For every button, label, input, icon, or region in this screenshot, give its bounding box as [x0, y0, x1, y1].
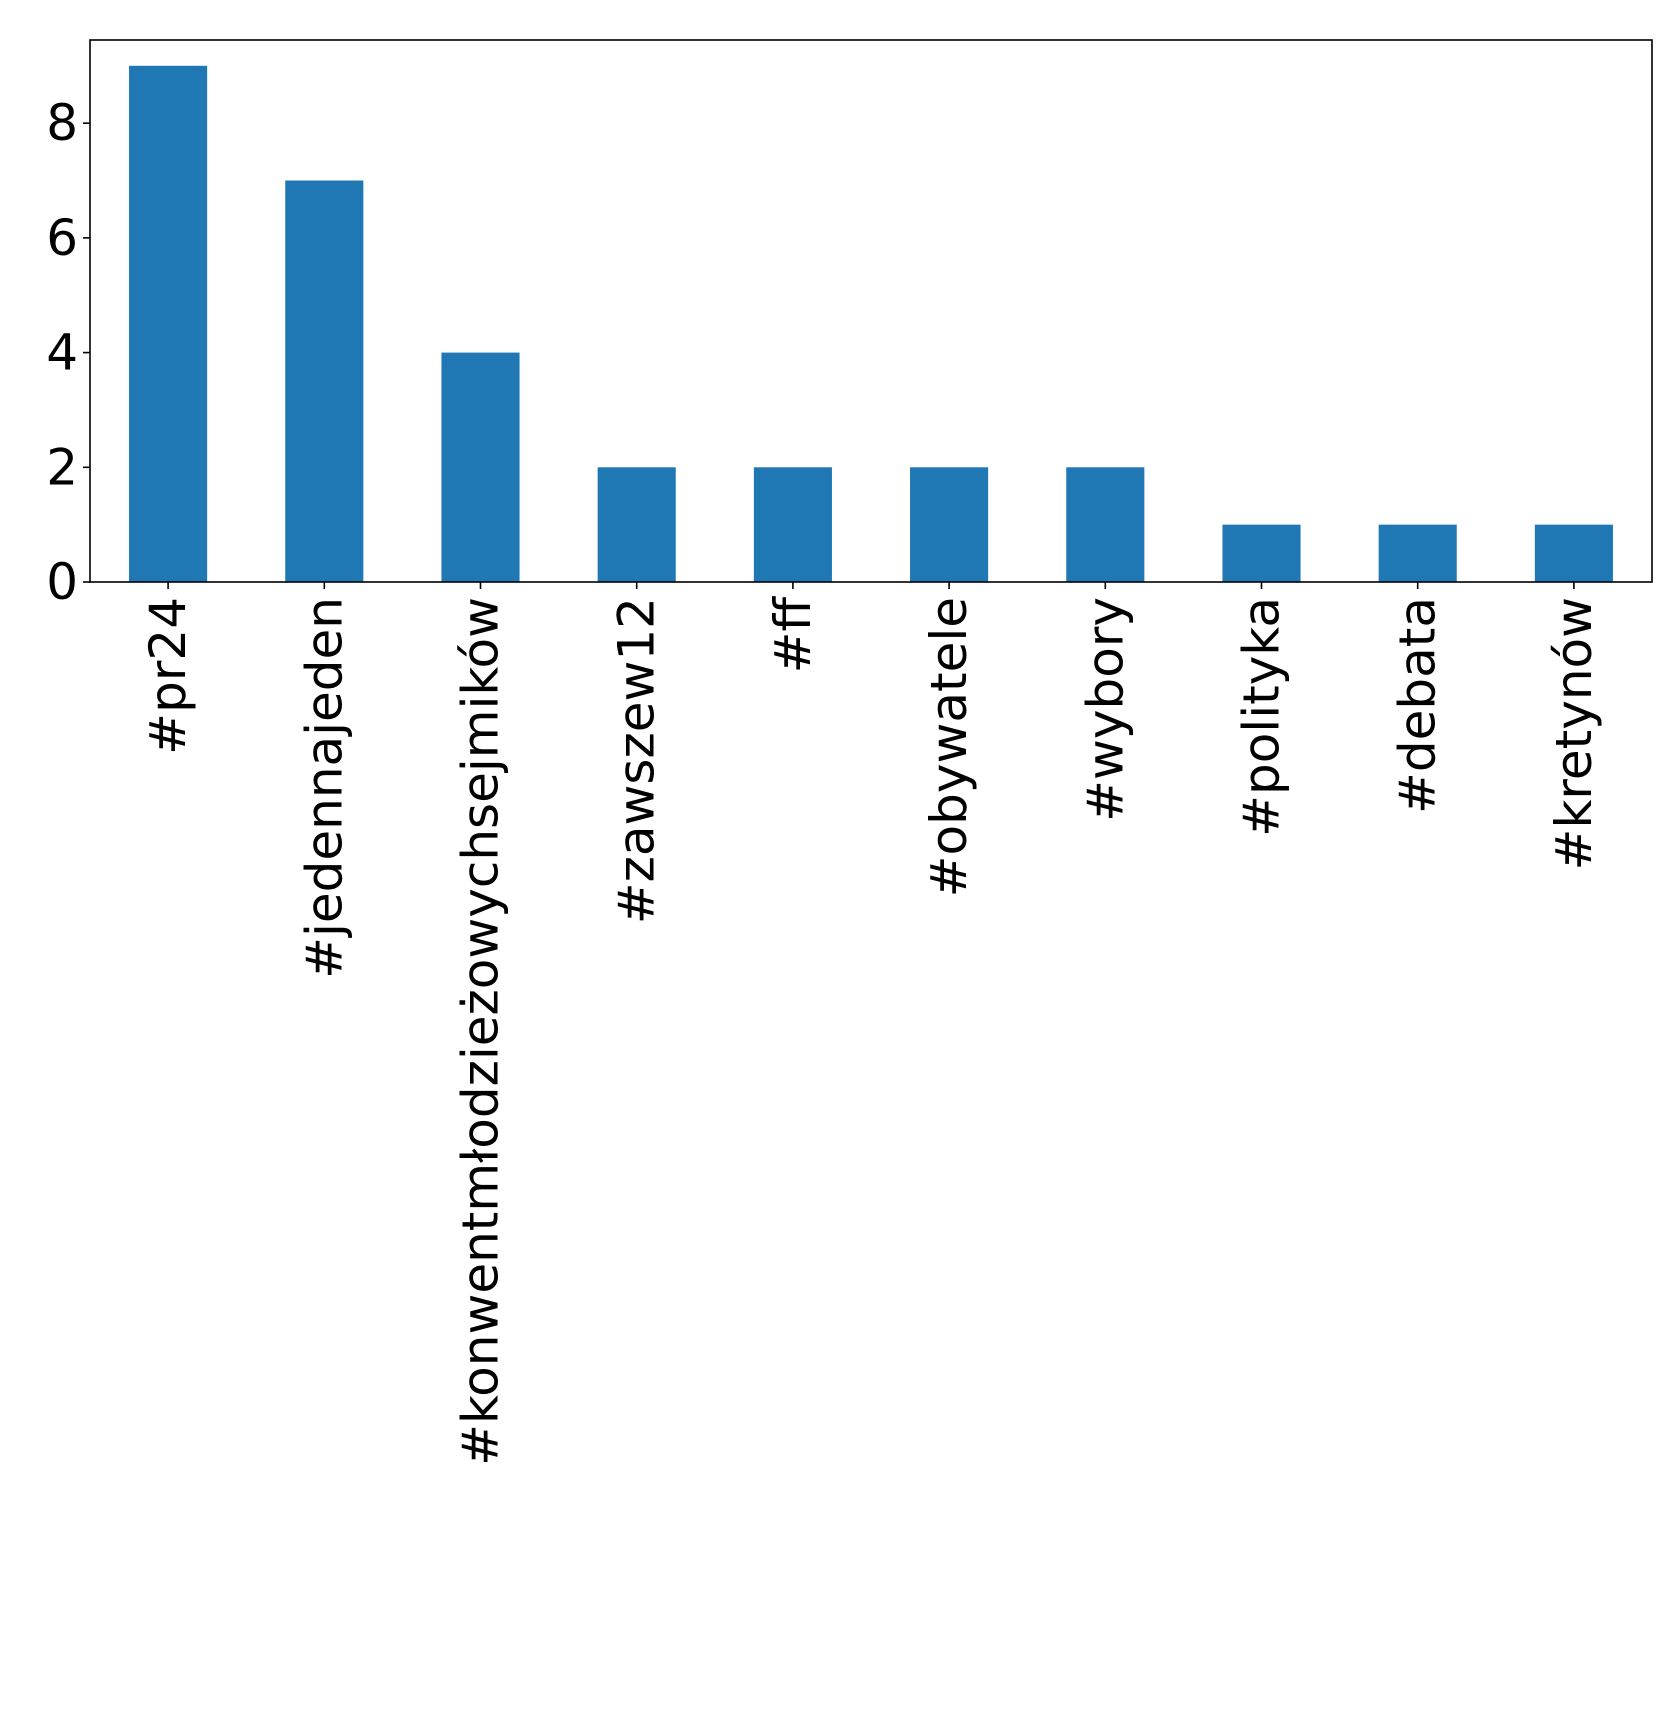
y-tick-label-4: 8	[46, 94, 78, 152]
bar-3	[597, 467, 676, 582]
y-axis: 0 2 4 6 8	[46, 94, 90, 611]
x-tick-label-3: #zawszew12	[608, 597, 666, 924]
x-tick-label-4: #ff	[764, 595, 822, 673]
bar-5	[910, 467, 989, 582]
x-tick-label-8: #debata	[1389, 597, 1447, 814]
x-tick-label-9: #kretynów	[1545, 597, 1603, 870]
bar-2	[441, 352, 520, 582]
x-axis: #pr24 #jedennajeden #konwentmłodzieżowychs…	[139, 582, 1603, 1466]
bar-8	[1378, 524, 1457, 582]
bar-6	[1066, 467, 1145, 582]
y-tick-label-0: 0	[46, 553, 78, 611]
bar-1	[285, 180, 364, 582]
y-tick-label-3: 6	[46, 209, 78, 267]
plot-frame	[89, 39, 1653, 583]
x-tick-label-2: #konwentmłodzieżowychsejmików	[452, 597, 510, 1466]
x-tick-label-1: #jedennajeden	[295, 597, 353, 979]
y-tick-label-1: 2	[46, 438, 78, 496]
x-tick-label-0: #pr24	[139, 597, 197, 755]
bar-4	[753, 467, 832, 582]
bars-group	[129, 65, 1613, 583]
bar-9	[1534, 524, 1613, 582]
x-tick-label-5: #obywatele	[920, 597, 978, 897]
bar-7	[1222, 524, 1301, 582]
x-tick-label-7: #polityka	[1233, 597, 1291, 837]
bar-0	[129, 65, 208, 583]
y-tick-label-2: 4	[46, 324, 78, 382]
x-tick-label-6: #wybory	[1076, 597, 1134, 822]
